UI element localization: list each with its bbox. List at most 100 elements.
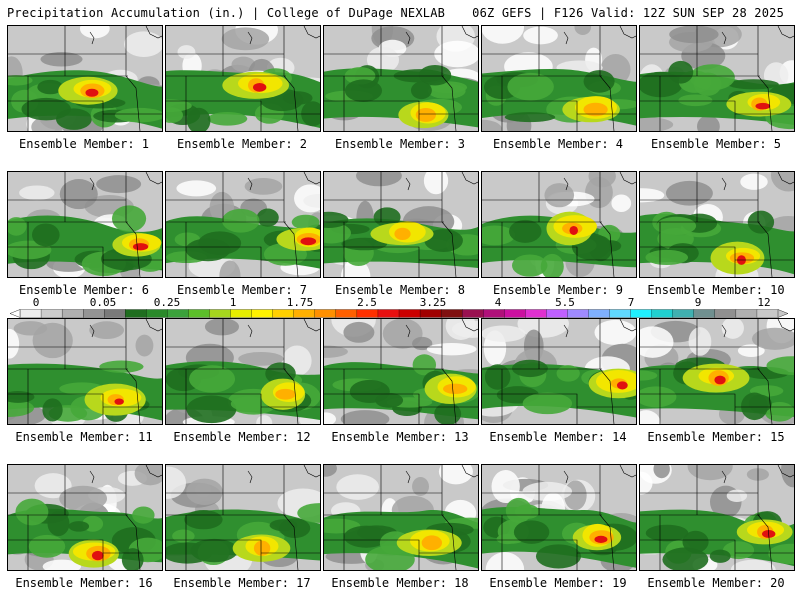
color-scale-swatch	[714, 309, 737, 318]
ensemble-map-panel	[165, 171, 321, 278]
state-borders	[8, 26, 162, 131]
panel-label: Ensemble Member: 18	[331, 576, 469, 590]
color-scale-label: 0	[32, 296, 40, 309]
color-scale-swatch	[314, 309, 337, 318]
color-scale-label: 9	[694, 296, 702, 309]
ensemble-map-panel	[165, 464, 321, 571]
color-scale-swatch	[588, 309, 611, 318]
precip-map	[8, 172, 162, 277]
color-scale-label: 4	[494, 296, 502, 309]
color-scale-swatch	[462, 309, 484, 318]
color-scale-swatch	[293, 309, 316, 318]
color-scale-swatch	[356, 309, 379, 318]
panel-label: Ensemble Member: 1	[18, 137, 150, 151]
color-scale-label: 0.05	[89, 296, 117, 309]
color-scale-swatch	[335, 309, 358, 318]
panel-label: Ensemble Member: 16	[15, 576, 153, 590]
state-borders	[482, 319, 636, 424]
state-borders	[166, 465, 320, 570]
ensemble-map-panel	[323, 318, 479, 425]
state-borders	[640, 465, 794, 570]
state-borders	[166, 172, 320, 277]
color-scale-swatch	[483, 309, 505, 318]
panel-label: Ensemble Member: 3	[334, 137, 466, 151]
panel-label: Ensemble Member: 11	[15, 430, 153, 444]
color-scale-swatch	[609, 309, 632, 318]
color-scale-swatch	[756, 309, 779, 318]
panel-label: Ensemble Member: 12	[173, 430, 311, 444]
precip-map	[482, 319, 636, 424]
color-scale-swatch	[230, 309, 253, 318]
state-borders	[8, 319, 162, 424]
color-scale-swatch	[504, 309, 526, 318]
color-scale-swatch	[693, 309, 716, 318]
scale-min-arrow	[10, 309, 21, 318]
color-scale-swatch	[251, 309, 274, 318]
precip-map	[640, 319, 794, 424]
ensemble-map-panel	[323, 464, 479, 571]
panel-label: Ensemble Member: 6	[18, 283, 150, 297]
panel-label: Ensemble Member: 5	[650, 137, 782, 151]
precip-map	[166, 26, 320, 131]
panel-label: Ensemble Member: 13	[331, 430, 469, 444]
scale-max-arrow	[777, 309, 788, 318]
color-scale-label: 0.25	[153, 296, 181, 309]
ensemble-map-panel	[481, 171, 637, 278]
color-scale-swatch	[40, 309, 63, 318]
state-borders	[640, 319, 794, 424]
state-borders	[640, 26, 794, 131]
color-scale-swatch	[377, 309, 400, 318]
panel-label: Ensemble Member: 14	[489, 430, 627, 444]
ensemble-map-panel	[165, 25, 321, 132]
color-scale-swatch	[209, 309, 232, 318]
panel-label: Ensemble Member: 19	[489, 576, 627, 590]
chart-title: Precipitation Accumulation (in.) | Colle…	[7, 6, 446, 20]
precip-map	[640, 26, 794, 131]
color-scale-swatch	[567, 309, 589, 318]
precip-map	[482, 465, 636, 570]
color-scale-label: 2.5	[357, 296, 377, 309]
color-scale-swatch	[651, 309, 674, 318]
panel-label: Ensemble Member: 2	[176, 137, 308, 151]
precip-map	[166, 465, 320, 570]
ensemble-map-panel	[639, 171, 795, 278]
ensemble-map-panel	[639, 318, 795, 425]
ensemble-map-panel	[481, 318, 637, 425]
ensemble-map-panel	[7, 464, 163, 571]
precip-map	[324, 26, 478, 131]
precip-map	[166, 172, 320, 277]
color-scale-swatch	[19, 309, 42, 318]
state-borders	[166, 26, 320, 131]
color-scale-swatch	[167, 309, 189, 318]
color-scale-swatch	[272, 309, 295, 318]
color-scale-swatch	[735, 309, 758, 318]
color-scale-swatch	[61, 309, 84, 318]
color-scale-swatch	[630, 309, 653, 318]
precip-map	[8, 26, 162, 131]
color-scale-swatch	[83, 309, 105, 318]
color-scale-bar	[10, 309, 788, 318]
state-borders	[166, 319, 320, 424]
color-scale-label: 5.5	[555, 296, 575, 309]
precip-map	[8, 465, 162, 570]
ensemble-map-panel	[323, 25, 479, 132]
panel-label: Ensemble Member: 15	[647, 430, 785, 444]
panel-label: Ensemble Member: 9	[492, 283, 624, 297]
color-scale-swatch	[525, 309, 547, 318]
precip-map	[8, 319, 162, 424]
ensemble-map-panel	[7, 171, 163, 278]
precip-map	[640, 172, 794, 277]
color-scale-label: 12	[757, 296, 771, 309]
state-borders	[8, 172, 162, 277]
ensemble-map-panel	[323, 171, 479, 278]
state-borders	[324, 319, 478, 424]
precip-map	[324, 319, 478, 424]
precip-map	[324, 465, 478, 570]
color-scale-label: 1.75	[286, 296, 314, 309]
ensemble-map-panel	[639, 464, 795, 571]
ensemble-map-panel	[7, 318, 163, 425]
color-scale-label: 7	[627, 296, 635, 309]
state-borders	[324, 465, 478, 570]
ensemble-map-panel	[165, 318, 321, 425]
state-borders	[640, 172, 794, 277]
